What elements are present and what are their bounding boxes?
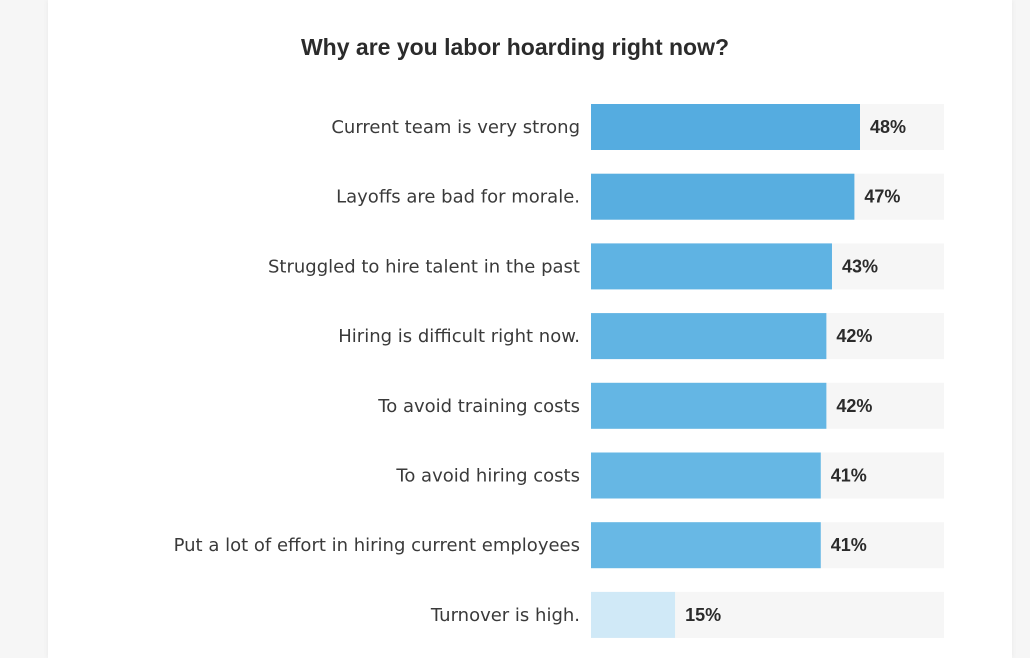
category-label: To avoid training costs <box>377 396 580 417</box>
category-label: To avoid hiring costs <box>395 466 580 487</box>
bar <box>591 591 676 638</box>
chart-title: Why are you labor hoarding right now? <box>300 34 730 60</box>
bar <box>591 313 827 360</box>
value-label: 48% <box>870 117 906 137</box>
value-label: 43% <box>842 256 878 276</box>
bar <box>591 173 855 220</box>
category-label: Turnover is high. <box>430 605 580 626</box>
bar <box>591 243 832 290</box>
bar <box>591 382 827 429</box>
bar <box>591 104 860 150</box>
value-label: 41% <box>831 535 867 555</box>
value-label: 41% <box>831 466 867 486</box>
category-label: Layoffs are bad for morale. <box>336 187 580 208</box>
category-label: Current team is very strong <box>331 117 580 138</box>
value-label: 42% <box>836 396 872 416</box>
value-label: 47% <box>864 187 900 207</box>
value-label: 42% <box>836 326 872 346</box>
category-label: Put a lot of effort in hiring current em… <box>174 535 580 556</box>
category-label: Hiring is difficult right now. <box>338 326 580 347</box>
category-label: Struggled to hire talent in the past <box>268 256 580 277</box>
bar <box>591 452 821 499</box>
value-label: 15% <box>685 605 721 625</box>
bar <box>591 522 821 569</box>
